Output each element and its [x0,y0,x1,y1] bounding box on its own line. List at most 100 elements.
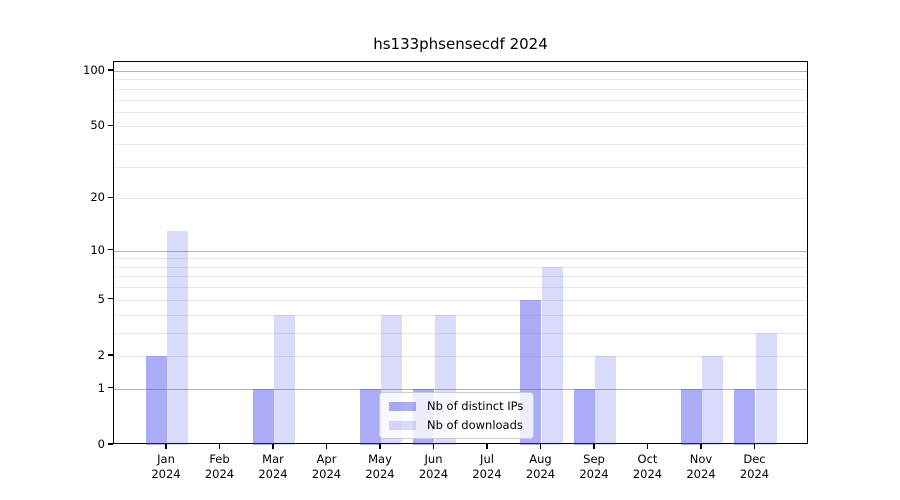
x-tick-mark [486,444,488,449]
bar-distinct-ips [252,388,274,445]
legend-label-downloads: Nb of downloads [427,418,523,432]
bar-downloads [274,314,296,445]
x-tick-year: 2024 [579,467,609,481]
x-tick-month: Feb [209,452,230,466]
gridline-major [114,250,807,252]
x-tick-year: 2024 [472,467,502,481]
gridline-minor [114,287,807,289]
gridline-minor [114,88,807,90]
x-tick-label: Feb 2024 [190,452,250,482]
x-tick-label: Sep 2024 [564,452,624,482]
x-tick-label: Apr 2024 [297,452,357,482]
plot-area [113,61,808,445]
x-tick-label: Jan 2024 [136,452,196,482]
gridline-minor [114,79,807,81]
x-tick-year: 2024 [204,467,235,481]
legend-swatch-distinct-ips-icon [389,401,416,411]
x-tick-mark [700,444,702,449]
gridline-minor [114,266,807,268]
y-tick-mark [108,249,113,251]
x-tick-mark [165,444,167,449]
bar-downloads [541,266,563,445]
y-tick-label: 1 [97,380,105,395]
y-tick-label: 100 [83,63,105,77]
x-tick-label: May 2024 [350,452,410,482]
gridline-minor [114,332,807,334]
x-tick-label: Oct 2024 [618,452,678,482]
x-tick-mark [218,444,221,449]
x-tick-year: 2024 [632,467,663,481]
x-tick-label: Mar 2024 [243,452,303,482]
bar-downloads [755,332,777,445]
y-tick-label: 5 [97,291,105,306]
x-tick-year: 2024 [311,467,342,481]
gridline-minor [114,314,807,316]
x-tick-mark [753,444,756,449]
legend: Nb of distinct IPs Nb of downloads [379,392,535,439]
y-tick-label: 20 [90,190,105,205]
gridline-minor [114,166,807,168]
gridline-minor [114,258,807,260]
y-tick-label: 10 [90,242,105,257]
x-tick-month: Apr [316,452,337,466]
y-tick-mark [108,443,113,445]
gridline-minor [114,99,807,101]
y-tick-label: 2 [97,347,105,362]
x-tick-label: Dec 2024 [725,452,785,482]
x-tick-mark [325,444,328,449]
x-tick-month: Dec [743,452,766,466]
y-tick-mark [108,69,113,71]
x-tick-month: Jun [424,452,443,466]
x-tick-year: 2024 [365,467,395,481]
y-tick-mark [108,354,113,356]
x-tick-label: Jul 2024 [457,452,517,482]
x-tick-year: 2024 [686,467,716,481]
x-tick-year: 2024 [151,467,181,481]
bar-distinct-ips [573,388,595,445]
x-tick-month: Aug [529,452,552,466]
y-tick-label: 50 [90,118,105,133]
y-tick-mark [108,196,113,198]
gridline-minor [114,126,807,128]
bar-distinct-ips [145,355,167,445]
x-tick-month: Jul [480,452,494,466]
x-tick-month: Nov [689,452,713,466]
gridline-minor [114,198,807,200]
gridline-minor [114,144,807,146]
y-tick-mark [108,387,113,389]
bar-distinct-ips [680,388,702,445]
legend-swatch-downloads-icon [389,420,416,430]
gridline-minor [114,299,807,301]
x-tick-year: 2024 [739,467,770,481]
x-tick-label: Jun 2024 [404,452,464,482]
y-tick-mark [108,124,113,126]
gridline-minor [114,111,807,113]
y-tick-label: 0 [97,437,105,451]
bar-downloads [167,231,189,445]
gridline-minor [114,355,807,357]
y-tick-mark [108,298,113,300]
gridline-major [114,388,807,390]
x-tick-year: 2024 [525,467,556,481]
gridline-major [114,71,807,72]
x-tick-year: 2024 [258,467,288,481]
x-tick-month: Jan [157,452,175,466]
x-tick-month: Mar [262,452,284,466]
bar-distinct-ips [359,388,381,445]
x-tick-mark [646,444,649,449]
x-tick-year: 2024 [418,467,449,481]
x-tick-month: Oct [637,452,658,466]
x-tick-label: Aug 2024 [511,452,571,482]
bar-distinct-ips [734,388,756,445]
legend-item-distinct-ips: Nb of distinct IPs [389,399,523,413]
chart-title: hs133phsensecdf 2024 [373,35,548,53]
x-tick-mark [272,444,274,449]
gridline-minor [114,276,807,278]
x-tick-mark [432,444,435,449]
x-tick-mark [593,444,595,449]
bar-downloads [702,355,724,445]
x-tick-month: May [368,452,392,466]
x-tick-label: Nov 2024 [671,452,731,482]
legend-item-downloads: Nb of downloads [389,418,523,432]
